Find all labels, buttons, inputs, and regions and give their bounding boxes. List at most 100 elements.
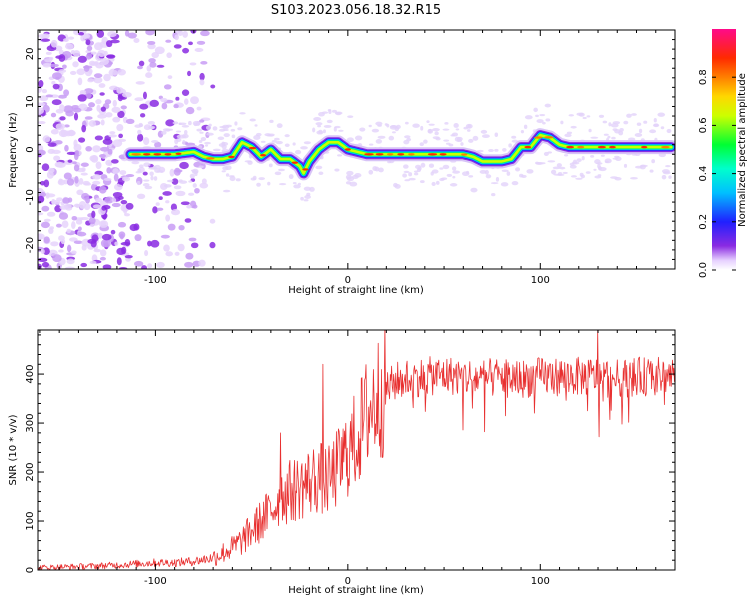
ridge-halo-blob <box>303 141 311 145</box>
noise-blob <box>169 168 175 177</box>
ridge-halo-blob <box>511 135 517 139</box>
noise-blob <box>77 77 83 86</box>
noise-blob <box>90 51 97 55</box>
noise-blob <box>77 94 87 102</box>
noise-blob <box>83 182 92 186</box>
snr-xlabel: Height of straight line (km) <box>288 585 424 596</box>
noise-blob <box>76 231 87 237</box>
noise-blob <box>100 239 109 248</box>
ridge-halo-blob <box>271 140 277 143</box>
ridge-core <box>439 153 447 156</box>
ridge-halo-blob <box>506 171 511 176</box>
noise-blob <box>173 104 179 109</box>
ridge-halo-blob <box>274 137 280 141</box>
x-tick-label: -100 <box>144 275 167 286</box>
noise-blob <box>97 49 106 57</box>
noise-blob <box>100 106 106 112</box>
noise-blob <box>165 39 172 43</box>
noise-blob <box>55 123 66 130</box>
ridge-halo-blob <box>181 133 189 139</box>
noise-blob <box>99 249 107 257</box>
noise-blob <box>181 89 190 96</box>
noise-blob <box>104 196 114 204</box>
noise-blob <box>173 167 181 176</box>
noise-blob <box>100 57 109 66</box>
ridge-halo-blob <box>212 148 221 152</box>
ridge-halo-blob <box>612 157 619 160</box>
ridge-halo-blob <box>196 128 203 132</box>
ridge-halo-blob <box>250 177 256 181</box>
noise-blob <box>97 232 103 239</box>
ridge-halo-blob <box>536 119 544 124</box>
noise-blob <box>49 226 54 230</box>
ridge-core <box>461 153 468 156</box>
noise-blob <box>41 205 50 212</box>
ridge-halo-blob <box>333 126 337 132</box>
ridge-halo-blob <box>585 171 591 174</box>
noise-blob <box>142 137 150 146</box>
ridge-halo-blob <box>322 129 326 134</box>
ridge-halo-blob <box>184 129 188 135</box>
noise-blob <box>149 99 159 108</box>
noise-blob <box>158 196 163 200</box>
ridge-halo-blob <box>258 177 265 181</box>
ridge-halo-blob <box>476 149 484 153</box>
ridge-halo-blob <box>600 154 605 157</box>
noise-blob <box>51 149 61 155</box>
noise-blob <box>38 191 47 198</box>
noise-blob <box>73 112 79 121</box>
snr-series-line <box>38 330 675 570</box>
ridge-halo-blob <box>569 164 577 169</box>
noise-blob <box>113 173 119 182</box>
noise-blob <box>72 161 77 165</box>
ridge-halo-blob <box>610 176 618 179</box>
noise-blob <box>188 237 197 242</box>
noise-blob <box>57 94 67 99</box>
ridge-core <box>661 145 670 149</box>
ridge-halo-blob <box>404 179 411 182</box>
ridge-halo-blob <box>300 146 308 150</box>
noise-blob <box>81 167 86 172</box>
noise-blob <box>40 38 51 42</box>
ridge-halo-blob <box>449 183 458 187</box>
noise-blob <box>66 178 75 186</box>
ridge-halo-blob <box>256 182 261 187</box>
noise-blob <box>81 124 87 133</box>
noise-blob <box>41 88 48 94</box>
ridge-halo-blob <box>562 171 568 174</box>
colorbar-tick-label: 0.0 <box>698 262 709 278</box>
noise-blob <box>149 61 157 68</box>
noise-blob <box>120 241 131 246</box>
colorbar-tick-label: 0.4 <box>698 166 709 182</box>
noise-blob <box>78 178 84 185</box>
ridge-halo-blob <box>428 123 435 126</box>
ridge-halo-blob <box>431 169 439 174</box>
ridge-halo-blob <box>288 174 294 180</box>
noise-blob <box>146 65 152 72</box>
ridge-halo-blob <box>395 124 401 130</box>
noise-blob <box>80 162 89 167</box>
noise-blob <box>182 30 189 38</box>
ridge-halo-blob <box>223 189 231 193</box>
noise-blob <box>49 63 59 68</box>
noise-blob <box>58 69 67 73</box>
noise-blob <box>210 84 216 89</box>
noise-blob <box>71 250 77 255</box>
noise-blob <box>188 41 193 46</box>
ridge-halo-blob <box>649 129 657 134</box>
ridge-core <box>228 155 235 159</box>
ridge-halo-blob <box>467 129 471 132</box>
noise-blob <box>110 229 116 235</box>
noise-blob <box>190 242 199 249</box>
ridge-halo-blob <box>668 175 672 179</box>
noise-blob <box>51 80 56 85</box>
ridge-halo-blob <box>435 137 441 141</box>
ridge-halo-blob <box>235 178 241 182</box>
noise-blob <box>150 239 160 248</box>
ridge-halo-blob <box>432 128 440 132</box>
ridge-core <box>153 153 162 156</box>
ridge-halo-blob <box>576 158 582 163</box>
noise-blob <box>59 116 66 121</box>
noise-blob <box>180 201 190 206</box>
ridge-halo-blob <box>508 143 512 148</box>
